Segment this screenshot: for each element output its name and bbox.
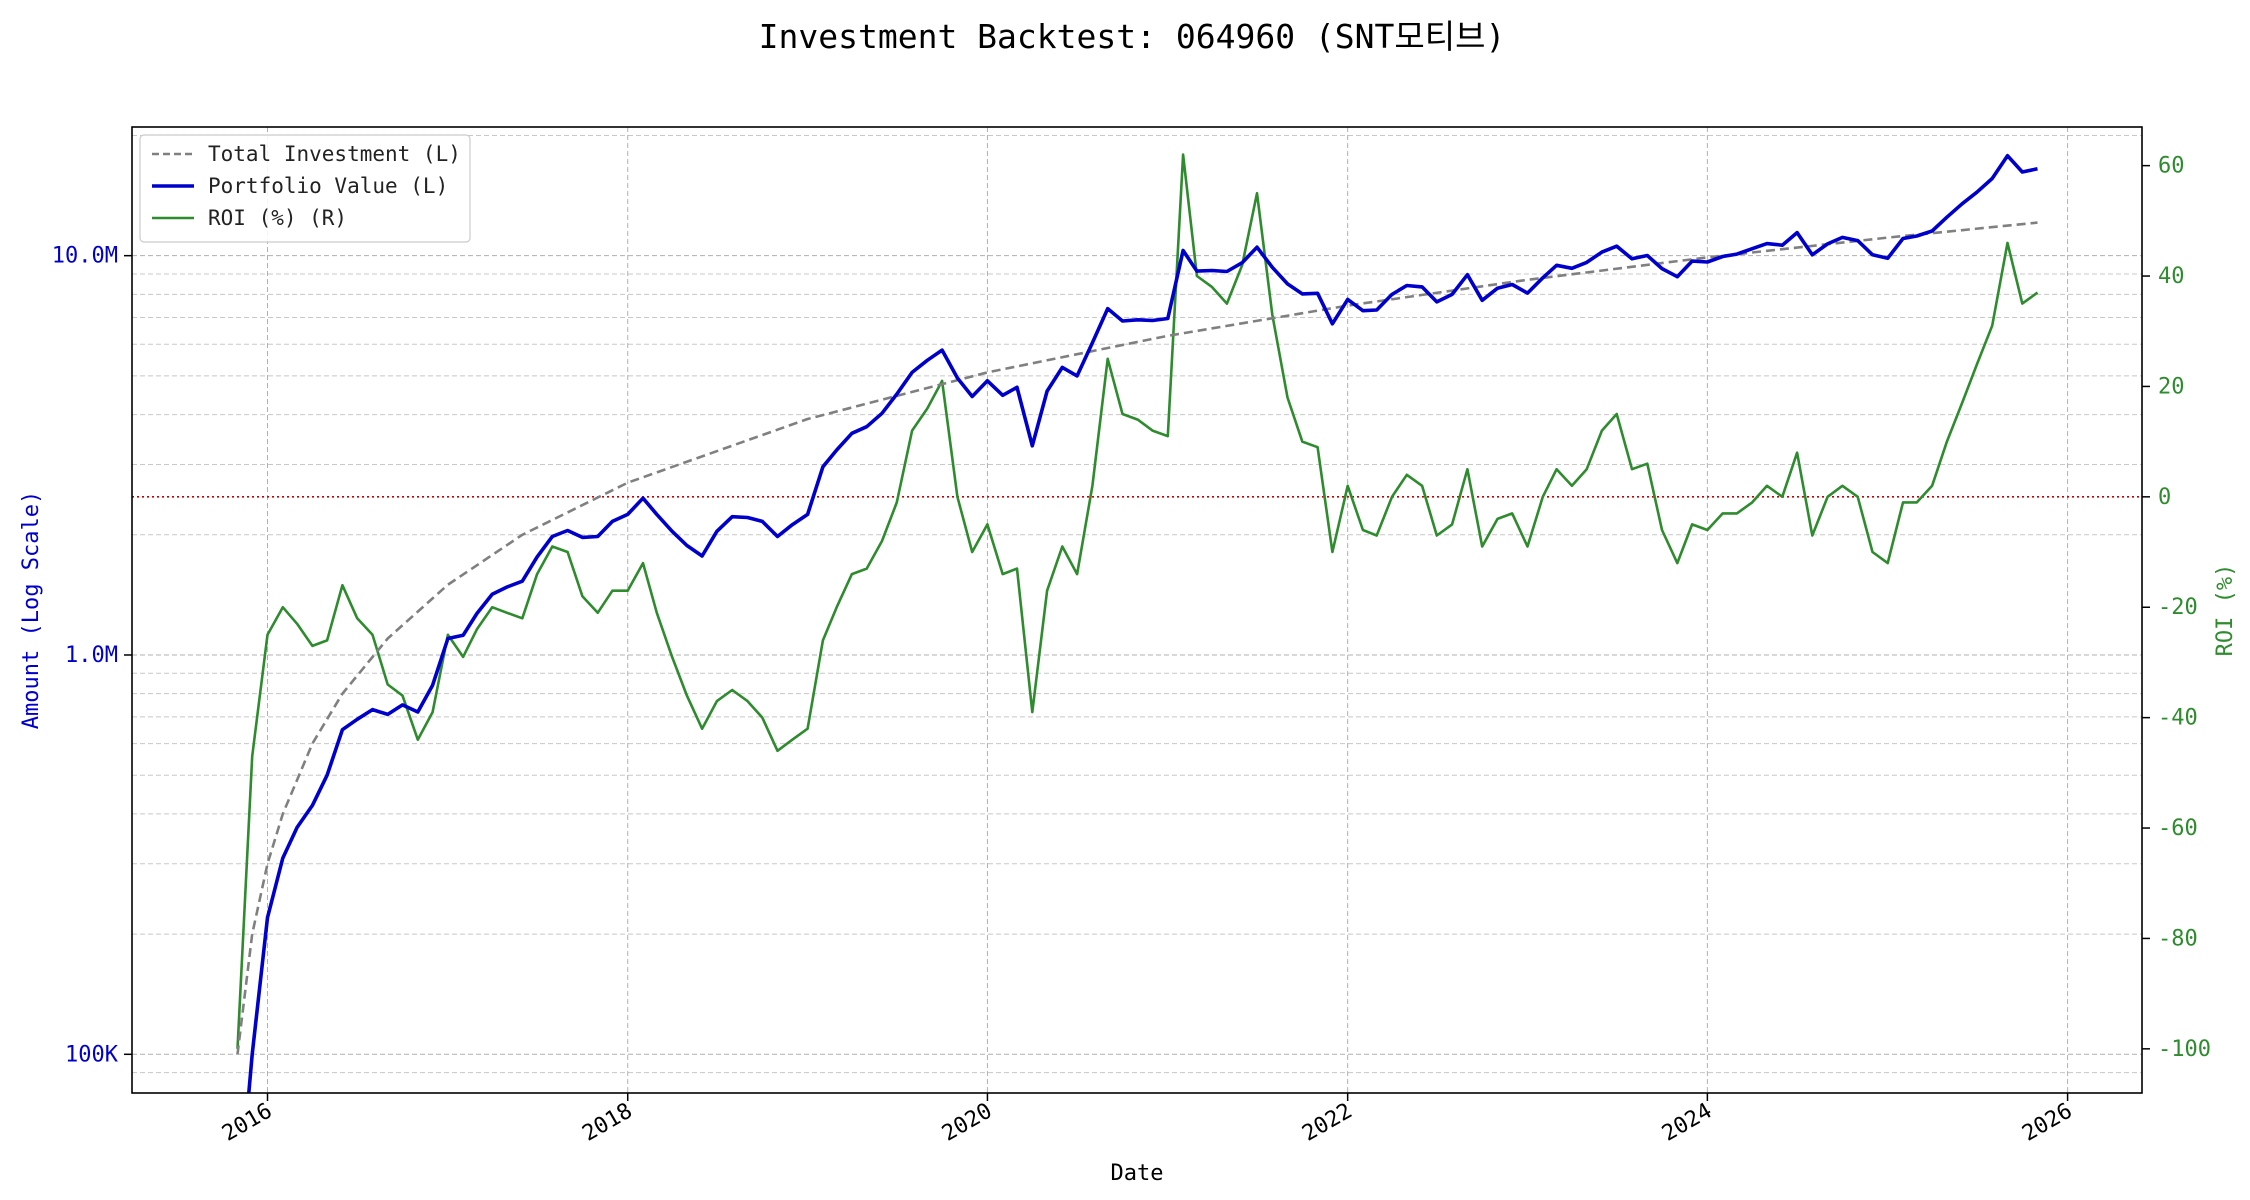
legend-label-portfolio-value: Portfolio Value (L) [208, 174, 448, 198]
x-tick-label: 2024 [1658, 1099, 1716, 1147]
x-tick-label: 2022 [1298, 1099, 1356, 1147]
x-tick-label: 2020 [938, 1099, 996, 1147]
y-right-tick-label: -20 [2158, 595, 2198, 620]
y-right-tick-label: 20 [2158, 374, 2185, 399]
y-right-tick-label: 0 [2158, 485, 2171, 510]
plot-frame [131, 126, 2143, 1094]
series-layer [132, 153, 2142, 1093]
x-tick-label: 2018 [578, 1099, 636, 1147]
y-right-tick-label: -100 [2158, 1037, 2211, 1062]
legend-box [139, 134, 471, 243]
frame-layer [131, 126, 2143, 1094]
y-right-tick-label: -40 [2158, 706, 2198, 731]
x-tick-label: 2016 [218, 1099, 276, 1147]
y-left-tick-label: 100K [65, 1042, 119, 1067]
y-right-tick-label: -80 [2158, 926, 2198, 951]
legend-label-total-investment: Total Investment (L) [208, 142, 461, 166]
y-right-tick-label: 40 [2158, 264, 2185, 289]
legend: Total Investment (L) Portfolio Value (L)… [139, 134, 471, 243]
y-axis-right-title: ROI (%) [2213, 564, 2238, 657]
roi-line [236, 153, 2039, 1049]
y-right-tick-label: -60 [2158, 816, 2198, 841]
chart-title: Investment Backtest: 064960 (SNT모티브) [759, 17, 1506, 56]
x-axis-title: Date [1111, 1161, 1164, 1186]
y-right-tick-label: 60 [2158, 154, 2185, 179]
legend-label-roi: ROI (%) (R) [208, 206, 347, 230]
total-investment-line [236, 221, 2038, 1055]
portfolio-value-line [246, 153, 2038, 1093]
grid-layer [132, 127, 2142, 1094]
y-left-tick-label: 1.0M [65, 643, 118, 668]
y-axis-left-title: Amount (Log Scale) [19, 491, 44, 729]
ticks-layer: 100K 1.0M 10.0M 2016 2018 2020 2022 2024 2026 60 4… [52, 154, 2211, 1147]
x-tick-label: 2026 [2018, 1099, 2076, 1147]
y-left-tick-label: 10.0M [52, 244, 118, 269]
